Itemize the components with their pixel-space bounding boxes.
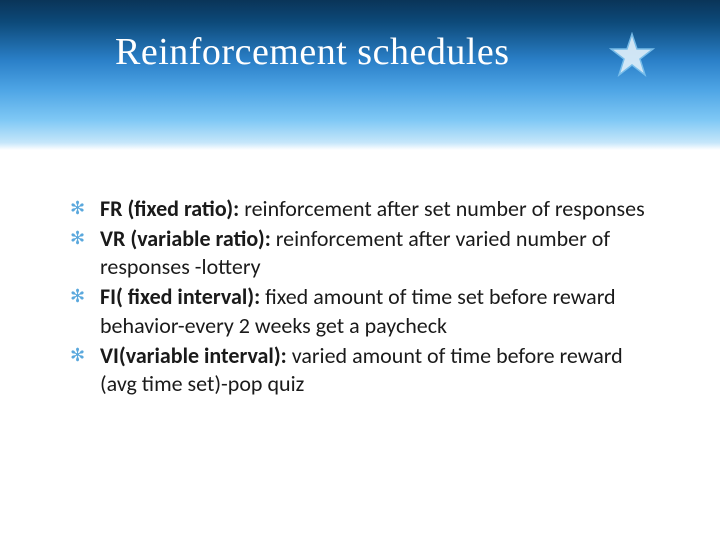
list-item: VI(variable interval): varied amount of …: [70, 342, 650, 398]
term: FI( fixed interval):: [100, 283, 260, 310]
slide-title: Reinforcement schedules: [115, 30, 510, 74]
list-item: VR (variable ratio): reinforcement after…: [70, 225, 650, 281]
star-icon: [609, 32, 655, 78]
term: FR (fixed ratio):: [100, 195, 239, 222]
definition: reinforcement after set number of respon…: [239, 195, 644, 222]
bullet-list: FR (fixed ratio): reinforcement after se…: [70, 195, 650, 398]
term: VR (variable ratio):: [100, 225, 271, 252]
list-item: FR (fixed ratio): reinforcement after se…: [70, 195, 650, 223]
content-area: FR (fixed ratio): reinforcement after se…: [0, 150, 720, 398]
title-band: Reinforcement schedules: [0, 0, 720, 150]
list-item: FI( fixed interval): fixed amount of tim…: [70, 283, 650, 339]
term: VI(variable interval):: [100, 342, 287, 369]
